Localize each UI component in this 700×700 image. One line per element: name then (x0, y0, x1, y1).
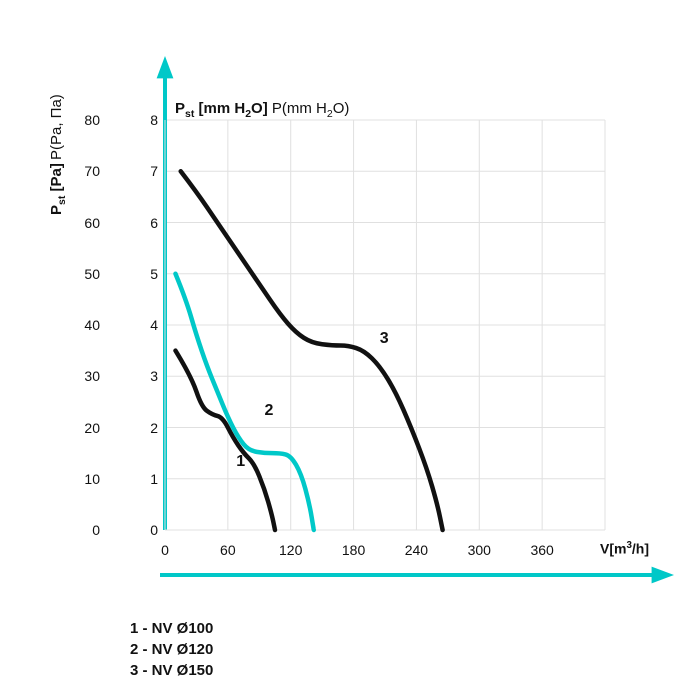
tick-label: 0 (145, 542, 185, 558)
curve-label: 2 (265, 402, 274, 420)
tick-label: 3 (128, 368, 158, 384)
tick-label: 60 (70, 215, 100, 231)
tick-label: 360 (522, 542, 562, 558)
tick-label: 2 (128, 420, 158, 436)
tick-label: 180 (334, 542, 374, 558)
tick-label: 240 (396, 542, 436, 558)
tick-label: 1 (128, 471, 158, 487)
tick-label: 80 (70, 112, 100, 128)
chart-container: Pst [Pa] P(Pa, Па) Pst [mm H2O] P(mm H2O… (0, 0, 700, 700)
curve-label: 1 (236, 453, 245, 471)
tick-label: 120 (271, 542, 311, 558)
tick-label: 8 (128, 112, 158, 128)
tick-label: 0 (70, 522, 100, 538)
tick-label: 30 (70, 368, 100, 384)
tick-label: 40 (70, 317, 100, 333)
tick-label: 7 (128, 163, 158, 179)
tick-label: 4 (128, 317, 158, 333)
tick-label: 300 (459, 542, 499, 558)
tick-label: 50 (70, 266, 100, 282)
tick-label: 5 (128, 266, 158, 282)
tick-label: 6 (128, 215, 158, 231)
curve-label: 3 (380, 330, 389, 348)
tick-label: 60 (208, 542, 248, 558)
tick-label: 10 (70, 471, 100, 487)
tick-label: 0 (128, 522, 158, 538)
chart-svg (0, 0, 700, 700)
tick-label: 70 (70, 163, 100, 179)
tick-label: 20 (70, 420, 100, 436)
